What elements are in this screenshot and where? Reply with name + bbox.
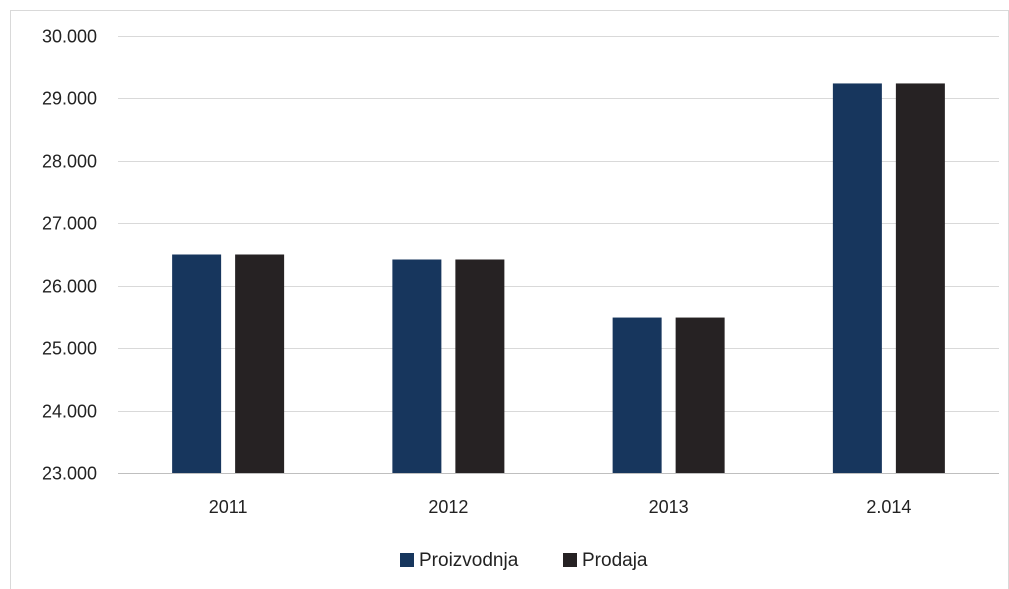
x-tick-label: 2011 <box>209 497 248 517</box>
bar-proizvodnja-1 <box>392 259 442 473</box>
bar-proizvodnja-2 <box>612 317 662 473</box>
y-tick-label: 29.000 <box>42 89 97 109</box>
legend-swatch-prodaja <box>563 553 577 567</box>
bars <box>172 83 945 474</box>
y-tick-label: 27.000 <box>42 214 97 234</box>
bar-prodaja-1 <box>455 259 505 473</box>
y-axis-ticks: 23.000 24.000 25.000 26.000 27.000 28.000 29.0… <box>42 27 97 484</box>
y-tick-label: 23.000 <box>42 464 97 484</box>
legend-swatch-proizvodnja <box>400 553 414 567</box>
bar-prodaja-0 <box>235 254 285 473</box>
x-axis-ticks: 2011 2012 2013 2.014 <box>209 497 912 517</box>
bar-proizvodnja-0 <box>172 254 222 473</box>
x-tick-label: 2.014 <box>866 497 911 517</box>
legend: Proizvodnja Prodaja <box>400 550 648 571</box>
bar-proizvodnja-3 <box>832 83 882 474</box>
legend-label-proizvodnja: Proizvodnja <box>419 550 519 571</box>
legend-label-prodaja: Prodaja <box>582 550 648 571</box>
bar-prodaja-2 <box>675 317 725 473</box>
y-tick-label: 28.000 <box>42 152 97 172</box>
y-tick-label: 26.000 <box>42 277 97 297</box>
y-tick-label: 25.000 <box>42 339 97 359</box>
bar-prodaja-3 <box>895 83 945 474</box>
y-tick-label: 30.000 <box>42 27 97 47</box>
x-tick-label: 2012 <box>428 497 468 517</box>
x-tick-label: 2013 <box>649 497 689 517</box>
y-tick-label: 24.000 <box>42 402 97 422</box>
